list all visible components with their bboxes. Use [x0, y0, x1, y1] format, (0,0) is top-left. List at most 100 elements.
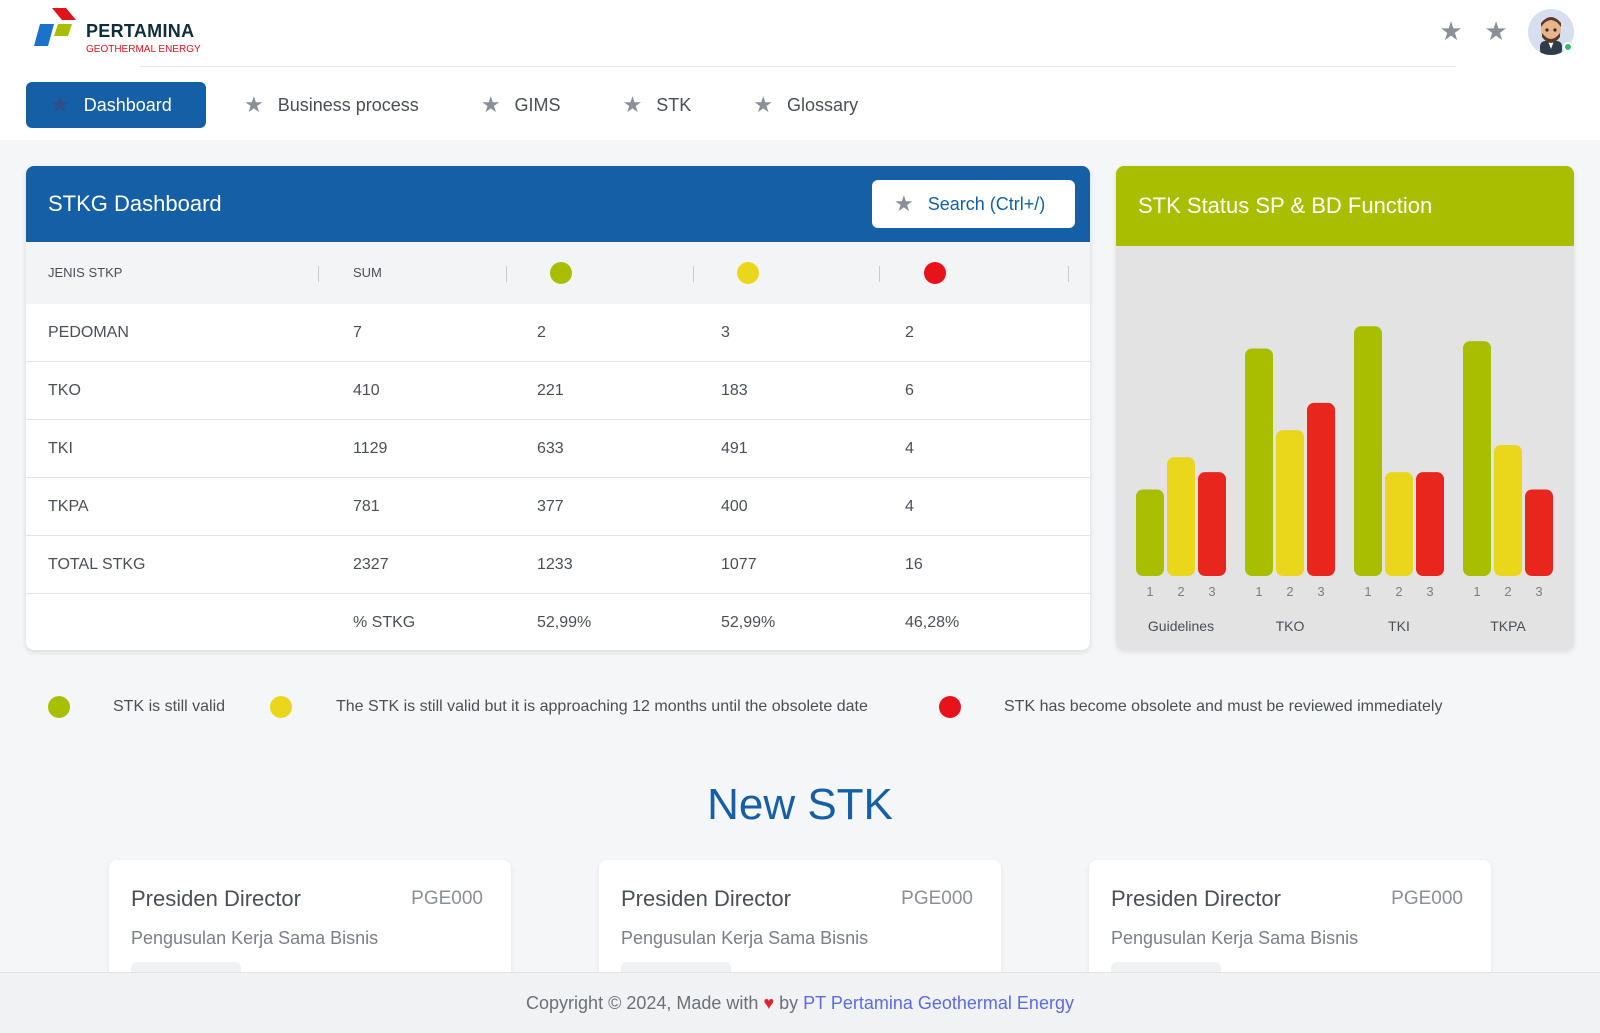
table-cell: 1129 [353, 440, 388, 457]
table-cell: 2327 [353, 556, 389, 573]
chart-bar[interactable] [1385, 472, 1413, 576]
table-cell: 1233 [537, 556, 573, 573]
heart-icon: ♥ [763, 993, 775, 1013]
star-icon: ★ [894, 191, 914, 216]
star-icon[interactable]: ★ [1439, 16, 1463, 46]
legend-warning-text: The STK is still valid but it is approac… [336, 698, 868, 715]
pertamina-logo-mark-icon [34, 8, 76, 46]
chart-sub-tick-label: 3 [1535, 584, 1542, 599]
pertamina-logo[interactable]: PERTAMINA GEOTHERMAL ENERGY [26, 8, 216, 58]
legend-valid-dot [48, 696, 70, 718]
avatar-face-icon [1528, 9, 1574, 55]
chart-bar[interactable] [1416, 472, 1444, 576]
table-cell: 183 [721, 382, 748, 399]
chart-bar[interactable] [1245, 348, 1273, 576]
chart-sub-tick-label: 1 [1146, 584, 1153, 599]
stk-code: PGE000 [1391, 888, 1463, 909]
main-nav: ★ Dashboard ★ Business process ★ GIMS ★ … [26, 82, 896, 128]
star-icon[interactable]: ★ [1484, 16, 1508, 46]
stk-role: Presiden Director [1111, 886, 1281, 911]
user-avatar[interactable] [1528, 9, 1574, 55]
table-cell: PEDOMAN [48, 324, 129, 341]
stk-role: Presiden Director [621, 886, 791, 911]
brand-name: PERTAMINA [86, 21, 195, 41]
nav-gims[interactable]: ★ GIMS [457, 82, 585, 128]
stkg-dashboard-card: STKG Dashboard ★ Search (Ctrl+/) JENIS S… [26, 166, 1090, 650]
stk-code: PGE000 [901, 888, 973, 909]
chart-sub-tick-label: 2 [1286, 584, 1293, 599]
table-header: JENIS STKP SUM [26, 242, 1090, 304]
column-separator [506, 266, 507, 282]
stk-description: Pengusulan Kerja Sama Bisnis [131, 928, 379, 948]
column-header-sum: SUM [353, 265, 382, 280]
column-header-jenis: JENIS STKP [48, 265, 123, 280]
stk-description: Pengusulan Kerja Sama Bisnis [621, 928, 869, 948]
legend-obsolete-text: STK has become obsolete and must be revi… [1004, 698, 1443, 715]
column-separator [879, 266, 880, 282]
table-cell: 377 [537, 498, 564, 515]
new-stk-title: New STK [707, 780, 893, 829]
table-cell: 52,99% [721, 614, 776, 631]
chart-sub-tick-label: 1 [1255, 584, 1262, 599]
column-separator [693, 266, 694, 282]
table-row: TKO 410 221 183 6 [26, 362, 1090, 420]
status-warning-dot [737, 262, 759, 284]
chart-sub-tick-label: 1 [1364, 584, 1371, 599]
chart-sub-tick-label: 3 [1317, 584, 1324, 599]
table-cell: 221 [537, 382, 564, 399]
star-icon: ★ [244, 92, 264, 117]
chart-bar[interactable] [1463, 341, 1491, 576]
table-cell: 781 [353, 498, 380, 515]
star-icon: ★ [622, 92, 643, 117]
column-separator [318, 266, 319, 282]
search-label: Search (Ctrl+/) [927, 193, 1046, 214]
table-cell: 2 [537, 324, 546, 341]
chart-category-label: TKO [1276, 618, 1305, 634]
chart-bar[interactable] [1354, 326, 1382, 576]
table-cell: 491 [721, 440, 748, 457]
chart-category-label: Guidelines [1148, 618, 1214, 634]
chart-sub-tick-label: 2 [1177, 584, 1184, 599]
table-row: % STKG 52,99% 52,99% 46,28% [26, 594, 1090, 650]
star-icon: ★ [480, 92, 501, 117]
card-title: STKG Dashboard [48, 191, 222, 216]
table-cell: 400 [721, 498, 748, 515]
table-cell: % STKG [353, 614, 416, 631]
table-row: TKI 1129 633 491 4 [26, 420, 1090, 478]
status-obsolete-dot [924, 262, 946, 284]
copyright-text: Copyright © 2024, Made with [526, 993, 759, 1013]
table-cell: TKO [48, 382, 81, 399]
chart-bar[interactable] [1494, 444, 1522, 576]
nav-dashboard[interactable]: ★ Dashboard [26, 82, 206, 128]
table-cell: TKI [48, 440, 73, 457]
company-link[interactable]: PT Pertamina Geothermal Energy [803, 993, 1074, 1013]
nav-stk[interactable]: ★ STK [599, 82, 716, 128]
table-cell: 4 [905, 498, 914, 515]
stk-role: Presiden Director [131, 886, 301, 911]
online-status-dot [1563, 42, 1573, 52]
chart-bar[interactable] [1276, 430, 1304, 576]
chart-sub-tick-label: 1 [1473, 584, 1480, 599]
nav-glossary[interactable]: ★ Glossary [729, 82, 882, 128]
chart-sub-tick-label: 3 [1208, 584, 1215, 599]
stk-status-chart-card: STK Status SP & BD Function 1 2 3 Guideline… [1116, 166, 1574, 650]
chart-bar[interactable] [1198, 472, 1226, 576]
brand-subtitle: GEOTHERMAL ENERGY [86, 44, 201, 55]
legend-obsolete-dot [939, 696, 961, 718]
table-cell: 52,99% [537, 614, 592, 631]
top-header: PERTAMINA GEOTHERMAL ENERGY ★ ★ ★ Dashbo… [0, 0, 1600, 140]
nav-business-process[interactable]: ★ Business process [220, 82, 443, 128]
chart-bar[interactable] [1525, 489, 1553, 576]
chart-bar[interactable] [1136, 489, 1164, 576]
table-cell: 16 [905, 556, 923, 573]
table-cell: 46,28% [905, 614, 960, 631]
page-footer: Copyright © 2024, Made with ♥ by PT Pert… [0, 972, 1600, 1033]
table-row: TOTAL STKG 2327 1233 1077 16 [26, 536, 1090, 594]
chart-bar[interactable] [1167, 457, 1195, 576]
footer-by: by [779, 993, 799, 1013]
table-cell: TOTAL STKG [48, 556, 146, 573]
nav-label: Glossary [787, 94, 859, 115]
search-button[interactable]: ★ Search (Ctrl+/) [872, 180, 1075, 228]
table-cell: 633 [537, 440, 564, 457]
chart-bar[interactable] [1307, 402, 1335, 576]
